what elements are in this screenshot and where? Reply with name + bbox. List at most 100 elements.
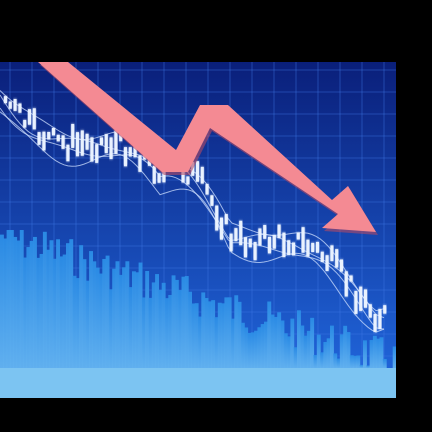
candle-body: [248, 238, 252, 248]
volume-bar: [26, 247, 31, 368]
volume-bar: [99, 273, 103, 368]
volume-bar: [191, 303, 196, 368]
volume-bar: [313, 354, 318, 368]
volume-bar: [181, 276, 186, 368]
volume-bar: [283, 333, 288, 368]
candle-body: [220, 217, 223, 240]
volume-bar: [0, 234, 4, 368]
volume-bar: [105, 255, 110, 368]
candle-body: [301, 227, 305, 253]
volume-bar: [118, 274, 123, 368]
volume-bar: [343, 325, 348, 368]
candle-body: [28, 109, 31, 125]
volume-bar: [392, 346, 397, 368]
volume-bar: [303, 335, 308, 368]
candle-body: [224, 214, 228, 225]
candle-body: [61, 135, 65, 149]
volume-bar: [264, 321, 268, 368]
volume-bar: [323, 341, 328, 368]
candle-body: [373, 314, 377, 332]
candle-body: [23, 119, 27, 128]
volume-bar: [122, 267, 126, 368]
volume-bar: [273, 316, 278, 368]
candle-body: [95, 144, 99, 163]
candle-body: [383, 305, 387, 314]
volume-bar: [231, 318, 235, 368]
candle-body: [42, 131, 46, 151]
volume-bar: [217, 302, 222, 368]
candle-body: [13, 98, 17, 111]
volume-bar: [290, 318, 295, 368]
candle-body: [272, 234, 276, 249]
volume-bar: [92, 261, 97, 368]
volume-bar: [9, 230, 14, 368]
candle-body: [215, 205, 219, 231]
volume-bar: [155, 274, 159, 368]
volume-bar: [244, 327, 249, 368]
candle-body: [18, 103, 22, 113]
volume-bar: [174, 279, 179, 368]
volume-bar: [135, 272, 140, 368]
volume-bar: [306, 330, 311, 368]
volume-bar: [82, 259, 87, 368]
candle-body: [282, 232, 286, 258]
volume-bar: [42, 231, 47, 368]
volume-bar: [363, 340, 367, 368]
volume-bar: [85, 280, 90, 368]
volume-bar: [211, 300, 216, 368]
volume-bar: [52, 258, 57, 368]
candle-body: [52, 128, 55, 136]
volume-bar: [330, 325, 334, 368]
candle-body: [157, 173, 161, 183]
candle-body: [335, 249, 339, 268]
volume-bar: [39, 253, 44, 368]
candle-body: [90, 137, 94, 162]
volume-bar: [13, 236, 18, 368]
candle-body: [316, 241, 319, 253]
volume-bar: [19, 230, 24, 368]
candle-body: [8, 101, 12, 109]
volume-bar: [33, 236, 37, 368]
volume-bar: [198, 316, 202, 368]
volume-bar: [359, 364, 364, 368]
volume-bar: [214, 317, 219, 368]
volume-bar: [207, 301, 212, 368]
candle-body: [109, 137, 113, 160]
volume-bar: [75, 278, 80, 368]
volume-bar: [353, 355, 357, 368]
letterbox-top: [0, 0, 432, 62]
volume-bar: [23, 257, 27, 368]
volume-bar: [247, 332, 252, 368]
candle-body: [66, 144, 70, 162]
volume-bar: [336, 358, 341, 368]
volume-bar: [188, 291, 192, 368]
volume-bar: [125, 261, 130, 368]
volume-bar: [16, 240, 21, 368]
volume-bar: [254, 330, 258, 368]
candle-body: [100, 137, 103, 145]
volume-bar: [178, 290, 183, 368]
volume-bar: [300, 325, 305, 368]
volume-bar: [56, 239, 60, 368]
candle-body: [287, 240, 291, 256]
candle-body: [210, 195, 214, 206]
volume-bar: [349, 355, 354, 368]
candle-body: [364, 289, 367, 308]
volume-bar: [108, 289, 113, 368]
candle-body: [196, 161, 199, 182]
candle-body: [253, 242, 257, 261]
candle-body: [349, 275, 353, 282]
candle-body: [368, 304, 372, 318]
letterbox-right: [396, 0, 432, 432]
volume-bar: [260, 324, 265, 368]
volume-bar: [277, 312, 282, 368]
volume-bar: [356, 355, 361, 368]
volume-bar: [145, 271, 150, 368]
candle-body: [378, 308, 382, 330]
volume-bar: [287, 336, 291, 368]
candle-body: [354, 290, 358, 314]
candle-body: [4, 96, 7, 104]
candle-body: [124, 147, 127, 167]
